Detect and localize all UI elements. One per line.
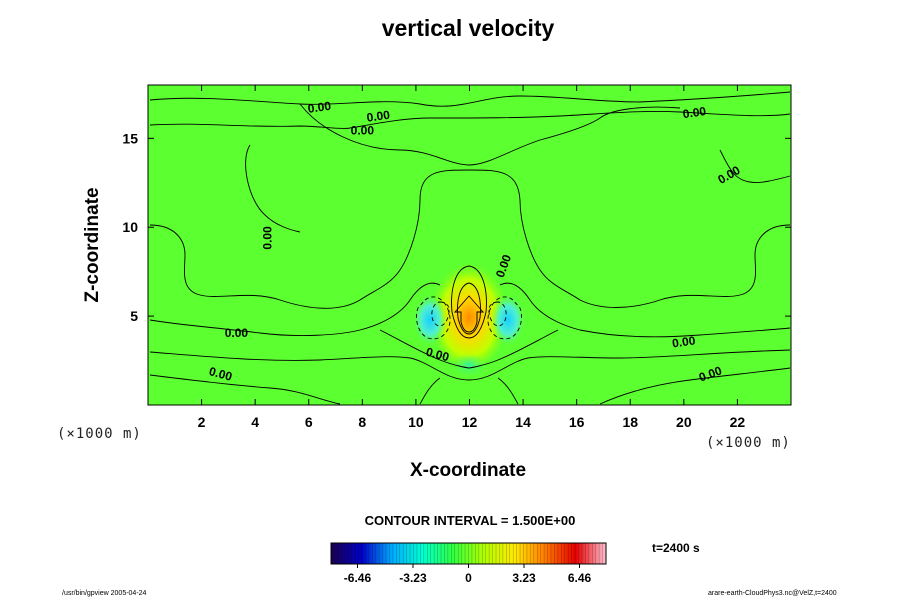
x-tick-label: 22 — [730, 414, 746, 430]
y-axis-unit: (×1000 m) — [57, 426, 142, 442]
downdraft-shading-right — [491, 294, 525, 346]
colorbar-tick-label: 3.23 — [512, 571, 536, 585]
contour-label: 0.00 — [261, 226, 275, 250]
x-tick-label: 6 — [305, 414, 313, 430]
contour-interval-text: CONTOUR INTERVAL = 1.500E+00 — [364, 513, 576, 528]
y-tick-label: 15 — [122, 130, 138, 146]
y-tick-label: 5 — [130, 308, 138, 324]
x-tick-label: 16 — [569, 414, 585, 430]
contour-label: 0.00 — [307, 99, 332, 116]
x-tick-label: 4 — [251, 414, 259, 430]
updraft-shading — [429, 257, 509, 367]
x-axis-unit: (×1000 m) — [706, 435, 791, 451]
contour-lines — [149, 91, 791, 405]
footer-left: /usr/bin/gpview 2005-04-24 — [62, 590, 147, 597]
time-label: t=2400 s — [652, 541, 700, 555]
footer-right: arare-earth-CloudPhys3.nc@VelZ,t=2400 — [708, 590, 837, 597]
x-tick-label: 18 — [622, 414, 638, 430]
colorbar — [330, 542, 607, 568]
x-tick-label: 14 — [515, 414, 531, 430]
contour-label: 0.00 — [424, 345, 450, 365]
x-tick-label: 2 — [198, 414, 206, 430]
chart-title: vertical velocity — [381, 15, 555, 41]
colorbar-tick-label: -6.46 — [343, 571, 372, 585]
colorbar-gradient — [331, 543, 606, 564]
contour-label: 0.00 — [682, 104, 707, 121]
colorbar-tick-label: -3.23 — [399, 571, 427, 585]
x-tick-label: 20 — [676, 414, 692, 430]
downdraft-shading-left — [413, 294, 447, 346]
x-tick-label: 12 — [462, 414, 478, 430]
x-tick-label: 8 — [358, 414, 366, 430]
contour-label: 0.00 — [207, 364, 233, 384]
lower-shading — [451, 353, 487, 377]
y-tick-label: 10 — [122, 219, 138, 235]
x-tick-label: 10 — [408, 414, 424, 430]
contour-label: 0.00 — [351, 123, 375, 137]
colorbar-tick-label: 6.46 — [567, 571, 592, 585]
shading-features — [413, 257, 525, 377]
contour-label: 0.00 — [225, 326, 249, 340]
contour-label: 0.00 — [366, 108, 391, 125]
colorbar-tick-label: 0 — [465, 571, 472, 585]
x-axis-label: X-coordinate — [409, 460, 527, 481]
contour-label: 0.00 — [671, 333, 696, 350]
axis-layer: 2 4 6 8 10 12 14 16 18 20 22 5 10 15 — [122, 85, 791, 430]
